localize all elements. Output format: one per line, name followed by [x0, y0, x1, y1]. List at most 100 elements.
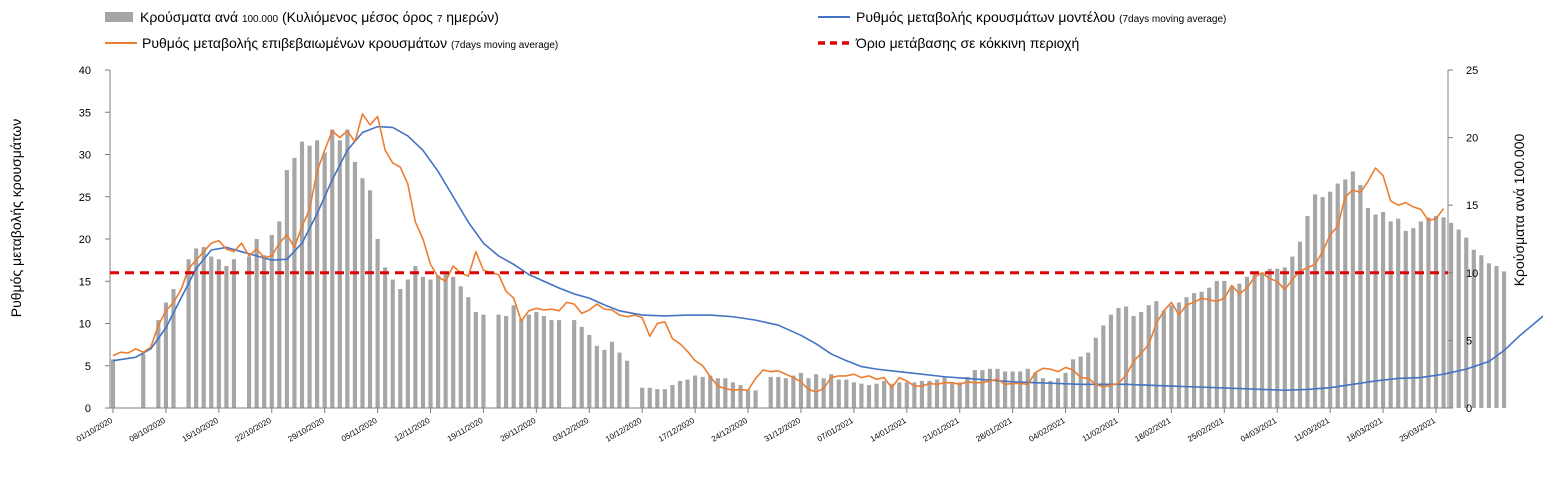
bar	[1388, 221, 1393, 408]
x-tick-label: 01/10/2020	[75, 416, 115, 444]
bar	[844, 379, 849, 408]
y-right-tick-label: 15	[1466, 200, 1478, 212]
bar	[1214, 280, 1219, 408]
y-left-tick-label: 25	[79, 192, 91, 204]
bar	[1426, 217, 1431, 408]
bar	[1055, 378, 1061, 408]
bar	[1192, 293, 1197, 408]
bar	[1025, 368, 1030, 408]
legend-confirmed-label: Ρυθμός μεταβολής επιβεβαιωμένων κρουσμάτ…	[142, 35, 558, 51]
y-right-tick-label: 0	[1466, 403, 1472, 415]
bar	[1433, 216, 1439, 408]
bar	[254, 239, 259, 408]
x-tick-label: 10/12/2020	[604, 416, 644, 444]
legend-bars-label: Κρούσματα ανά 100.000 (Κυλιόμενος μέσος …	[140, 9, 499, 25]
bar	[1305, 216, 1310, 408]
bar	[1396, 218, 1401, 408]
bar	[1312, 194, 1318, 408]
bar	[473, 312, 478, 408]
bar	[360, 178, 365, 408]
y-right-tick-label: 5	[1466, 335, 1472, 347]
bar	[980, 370, 985, 408]
plot-area: 0 5 10 15 20 25 30 35 40 0 5 10 15 20 25 01/10/2020 08/1…	[75, 65, 1543, 444]
bar	[1441, 217, 1446, 408]
y-left-tick-label: 5	[85, 361, 91, 373]
y-left-tick-label: 15	[79, 276, 91, 288]
y-right-tick-label: 20	[1466, 133, 1478, 145]
x-tick-label: 05/11/2020	[340, 416, 379, 444]
bar	[1078, 356, 1083, 408]
bar	[1048, 380, 1053, 408]
bar	[216, 259, 221, 408]
legend-bars-swatch	[105, 12, 133, 22]
bar	[874, 383, 879, 408]
bar	[526, 314, 531, 408]
bar	[1146, 305, 1151, 408]
bar	[882, 380, 887, 408]
bar	[866, 385, 872, 408]
bar	[655, 389, 660, 408]
bar	[685, 379, 690, 408]
bar	[617, 352, 622, 408]
bar	[1252, 272, 1257, 408]
bar	[625, 360, 630, 408]
y-left-tick-label: 0	[85, 403, 91, 415]
x-tick-label: 11/02/2021	[1081, 416, 1120, 444]
bar	[1494, 266, 1499, 408]
bar	[1229, 286, 1234, 408]
bar	[1418, 221, 1423, 408]
bar	[1471, 249, 1476, 408]
bar	[1449, 222, 1454, 408]
bar	[1297, 241, 1302, 408]
bar	[1320, 197, 1325, 408]
bar	[549, 320, 554, 408]
y-left-tick-label: 40	[79, 65, 91, 77]
y-left-tick-label: 30	[79, 150, 91, 162]
bar	[1290, 256, 1295, 408]
bar	[247, 256, 252, 408]
bar	[1237, 283, 1242, 408]
bar	[806, 378, 811, 408]
bar	[428, 279, 433, 408]
bar	[1086, 352, 1091, 408]
y-axis-left-title: Ρυθμός μεταβολής κρουσμάτων	[8, 119, 24, 317]
bar	[224, 266, 229, 408]
bar	[851, 382, 856, 408]
bar	[443, 272, 448, 408]
bar	[186, 259, 191, 408]
bar	[110, 359, 116, 408]
legend: Κρούσματα ανά 100.000 (Κυλιόμενος μέσος …	[105, 9, 1226, 51]
x-tick-label: 08/10/2020	[128, 416, 168, 444]
bar	[904, 382, 909, 408]
bar	[541, 316, 546, 408]
bar	[307, 145, 312, 408]
bar	[957, 382, 962, 408]
bar	[262, 255, 267, 408]
bar	[284, 170, 289, 408]
bar	[1033, 372, 1038, 408]
x-tick-label: 17/12/2020	[657, 416, 697, 444]
x-tick-label: 24/12/2020	[710, 416, 750, 444]
model-rate-line	[112, 125, 1543, 392]
bar	[1501, 271, 1507, 408]
bar	[1464, 237, 1469, 408]
bar	[1093, 337, 1098, 408]
bar	[413, 266, 418, 408]
x-tick-label: 29/10/2020	[286, 416, 326, 444]
bar	[776, 376, 781, 408]
bar	[640, 387, 645, 408]
x-tick-label: 25/03/2021	[1398, 416, 1438, 444]
bar	[201, 247, 206, 408]
bar	[912, 382, 917, 408]
bar	[791, 375, 796, 408]
x-tick-label: 31/12/2020	[763, 416, 803, 444]
legend-confirmed-small: (7days moving average)	[451, 40, 558, 51]
bar	[481, 314, 486, 408]
bar	[821, 378, 826, 408]
bar	[889, 383, 894, 408]
bar	[738, 385, 743, 408]
bar	[677, 380, 683, 408]
y-left-tick-label: 20	[79, 234, 91, 246]
bar	[950, 382, 955, 408]
